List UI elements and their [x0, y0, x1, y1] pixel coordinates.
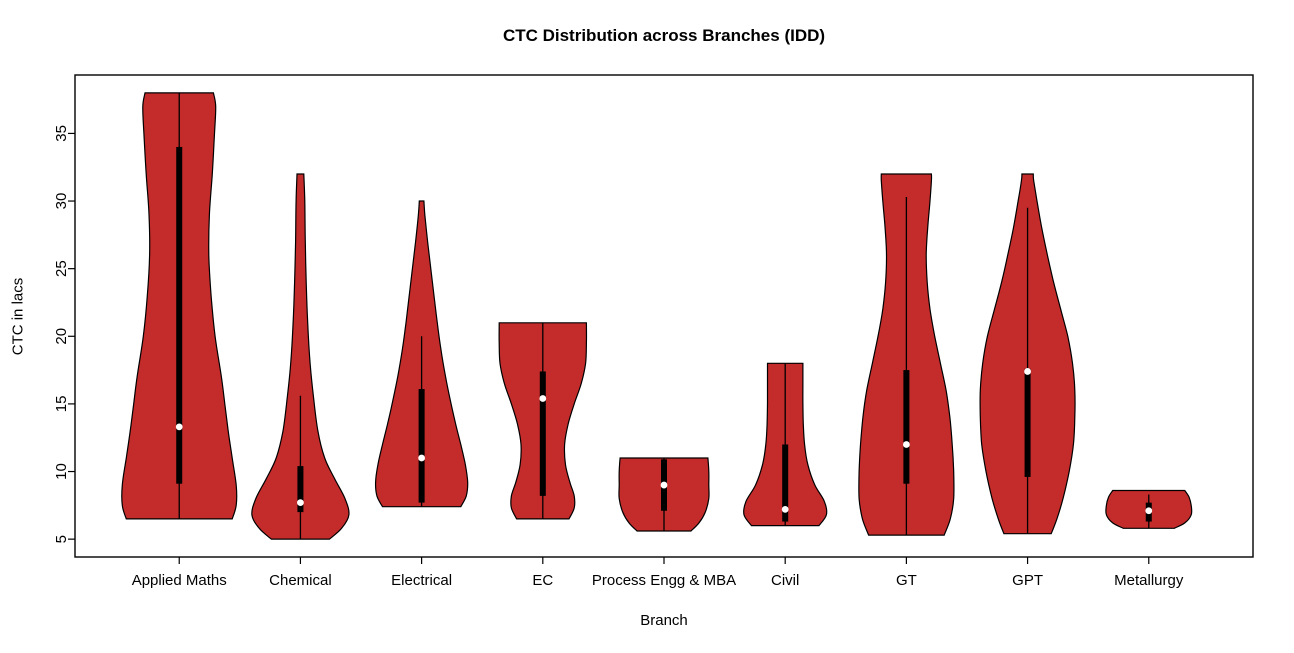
y-tick-label: 30: [53, 193, 70, 210]
y-tick-label: 35: [53, 125, 70, 142]
median-dot: [297, 499, 304, 507]
y-tick-label: 5: [53, 535, 70, 543]
median-dot: [418, 454, 426, 462]
y-tick-label: 10: [53, 463, 70, 480]
iqr-box: [1024, 368, 1031, 477]
median-dot: [539, 395, 547, 402]
x-tick-label: EC: [532, 572, 553, 589]
median-dot: [175, 423, 183, 431]
x-tick-label: Process Engg & MBA: [592, 572, 736, 589]
median-dot: [902, 441, 910, 448]
median-dot: [660, 481, 668, 489]
iqr-box: [176, 146, 183, 484]
x-tick-label: Applied Maths: [132, 572, 227, 589]
y-axis-label: CTC in lacs: [9, 277, 27, 356]
iqr-box: [539, 371, 546, 496]
y-tick-label: 25: [53, 260, 70, 277]
x-tick-label: Civil: [771, 572, 799, 589]
iqr-box: [418, 389, 425, 503]
iqr-box: [903, 370, 910, 484]
x-axis-label: Branch: [640, 612, 688, 629]
median-dot: [781, 505, 789, 513]
y-tick-label: 15: [53, 396, 70, 413]
x-tick-label: GT: [896, 572, 917, 589]
median-dot: [1024, 368, 1031, 375]
violin-chemical: [251, 173, 350, 540]
y-tick-label: 20: [53, 328, 70, 345]
x-tick-label: Electrical: [391, 572, 452, 589]
plot-border: [74, 74, 1254, 558]
median-dot: [1145, 507, 1153, 515]
iqr-box: [297, 466, 304, 513]
x-tick-label: Metallurgy: [1114, 572, 1184, 589]
x-tick-label: Chemical: [269, 572, 332, 589]
chart-title: CTC Distribution across Branches (IDD): [502, 26, 826, 45]
x-tick-label: GPT: [1012, 572, 1043, 589]
iqr-box: [782, 444, 789, 522]
